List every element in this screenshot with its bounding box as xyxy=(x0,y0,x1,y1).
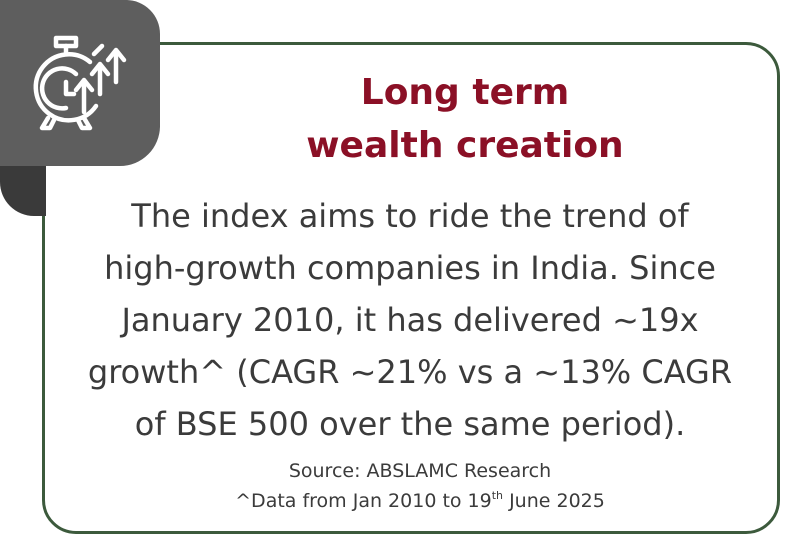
card-title-line-2: wealth creation xyxy=(306,125,624,166)
stopwatch-growth-arrows-icon xyxy=(33,35,127,131)
footnote: Source: ABSLAMC Research ^Data from Jan … xyxy=(100,456,740,516)
data-range-prefix: ^Data from Jan 2010 to 19 xyxy=(235,490,492,512)
body-line-3: January 2010, it has delivered ~19x xyxy=(121,301,699,339)
data-range-superscript: th xyxy=(491,489,504,502)
body-line-2: high-growth companies in India. Since xyxy=(104,249,716,287)
body-line-5: of BSE 500 over the same period). xyxy=(134,405,686,443)
info-card xyxy=(42,42,780,534)
card-title: Long term wealth creation xyxy=(200,66,730,172)
body-line-1: The index aims to ride the trend of xyxy=(131,197,689,235)
source-note: Source: ABSLAMC Research xyxy=(288,460,552,482)
body-line-4: growth^ (CAGR ~21% vs a ~13% CAGR xyxy=(87,353,733,391)
icon-tab xyxy=(0,0,160,166)
data-range-note: ^Data from Jan 2010 to 19th June 2025 xyxy=(100,486,740,516)
card-body-text: The index aims to ride the trend of high… xyxy=(70,190,750,450)
card-title-line-1: Long term xyxy=(360,72,570,113)
data-range-suffix: June 2025 xyxy=(503,490,605,512)
